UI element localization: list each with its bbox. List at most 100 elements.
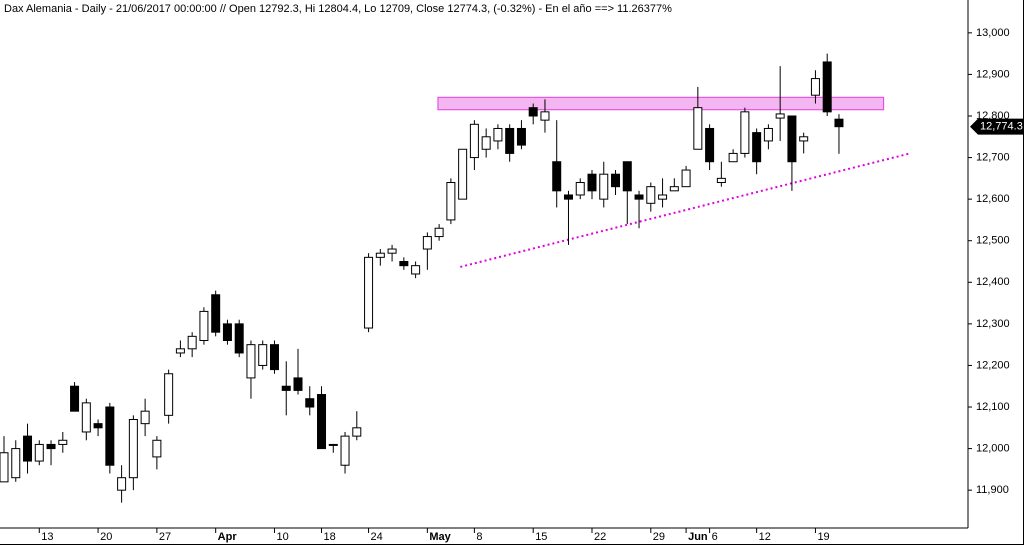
candle-body [34,443,44,462]
candle-body [375,252,385,258]
candle-body [0,452,9,483]
candle-body [505,127,515,154]
candle-body [763,127,773,142]
candle-body [340,435,350,466]
candle-body [293,377,303,391]
x-tick-label: 29 [653,531,665,543]
candle-body [258,344,268,366]
candle-body [140,410,150,425]
candle-body [469,123,479,159]
candle-body [528,107,538,117]
y-tick-label: 12,100 [976,401,1010,413]
support-trendline [460,152,909,268]
candle-body [164,373,174,416]
candle-body [540,111,550,121]
candle-body [246,344,256,379]
y-tick-label: 13,000 [976,27,1010,39]
y-tick-label: 12,600 [976,193,1010,205]
x-tick-label: 19 [817,531,829,543]
candle-body [634,194,644,200]
candle-body [211,294,221,333]
candle-body [752,132,762,163]
y-tick-label: 11,900 [976,484,1009,496]
y-tick-label: 12,200 [976,359,1010,371]
candle-body [611,173,621,188]
last-price-label: 12,774.3 [980,121,1023,133]
candle-body [281,385,291,391]
candle-body [46,443,56,450]
y-tick-label: 12,000 [976,442,1010,454]
candle-body [23,435,33,462]
candle-body [587,173,597,192]
x-tick-label: 13 [41,531,53,543]
candle-body [481,136,491,150]
y-tick-label: 12,900 [976,68,1010,80]
candle-body [352,427,362,437]
x-tick-label: 22 [594,531,606,543]
y-tick-label: 12,300 [976,318,1010,330]
x-tick-label: 20 [100,531,112,543]
candle-body [599,173,609,200]
candle-body [234,323,244,354]
x-tick-label: 27 [159,531,171,543]
candle-body [411,265,421,275]
candle-body [222,323,232,341]
candle-body [563,194,573,200]
candle-body [669,186,679,192]
candle-body [317,394,327,450]
x-tick-label: May [429,531,451,543]
candle-body [810,78,820,96]
candle-body [646,186,656,204]
candle-body [364,256,374,329]
candle-body [516,127,526,146]
x-tick-label: 24 [371,531,383,543]
candle-body [493,127,503,142]
candle-body [681,169,691,188]
candle-body [11,448,21,479]
x-tick-label: 10 [276,531,288,543]
candle-body [199,310,209,341]
x-tick-label: Jun [688,531,708,543]
candle-body [434,227,444,238]
candle-body [552,161,562,192]
candle-body [387,248,397,254]
resistance-zone [437,96,885,111]
candle-body [422,236,432,250]
x-tick-label: 12 [759,531,771,543]
candle-body [799,136,809,142]
candle-body [105,406,115,466]
candle-body [834,118,844,128]
y-tick-label: 12,500 [976,235,1010,247]
candle-body [693,107,703,150]
candle-body [822,61,832,113]
candle-body [93,423,103,429]
candle-body [117,477,127,491]
x-tick-label: 18 [324,531,336,543]
candle-body [446,182,456,221]
chart-title: Dax Alemania - Daily - 21/06/2017 00:00:… [4,3,672,15]
candle-body [328,443,338,446]
candle-body [305,398,315,408]
candle-body [658,194,668,200]
candle-body [740,111,750,154]
y-tick-label: 12,700 [976,151,1010,163]
candle-body [775,113,785,119]
candle-body [70,385,80,412]
candle-body [81,402,91,433]
candle-body [787,115,797,163]
x-tick-label: 8 [476,531,482,543]
x-tick-label: Apr [218,531,238,543]
candle-body [728,152,738,163]
candle-body [399,261,409,267]
y-tick-label: 12,400 [976,276,1010,288]
candle-body [716,177,726,184]
candle-body [187,335,197,350]
candle-body [458,148,468,200]
x-tick-label: 15 [535,531,547,543]
candle-body [575,182,585,196]
candle-body [705,127,715,163]
x-tick-label: 6 [712,531,718,543]
last-price-box [970,118,1023,135]
